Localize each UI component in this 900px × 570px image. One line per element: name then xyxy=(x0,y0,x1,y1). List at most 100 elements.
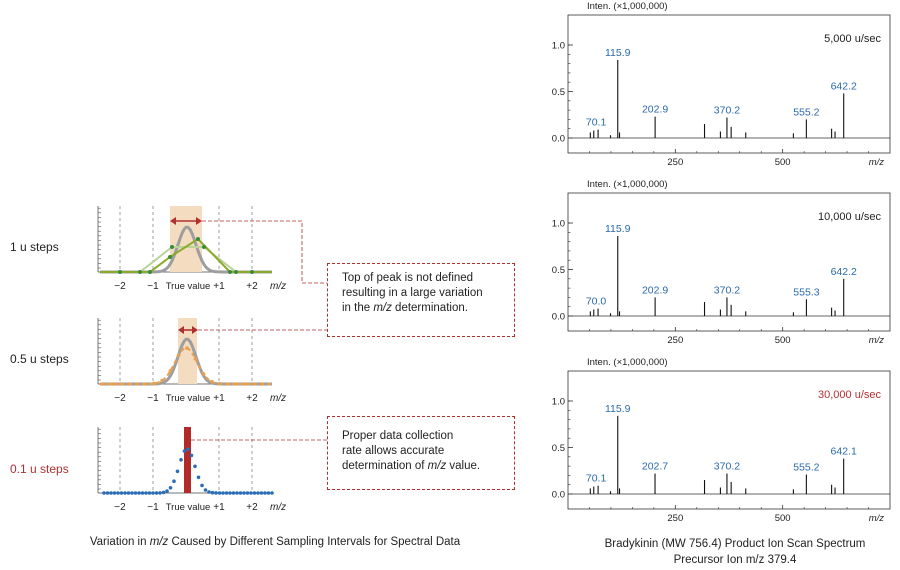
sample-point xyxy=(138,270,142,274)
sample-point xyxy=(185,346,189,350)
sample-point xyxy=(152,381,156,386)
sample-point xyxy=(224,491,229,495)
sample-point xyxy=(235,382,239,386)
y-tick-label: 0.0 xyxy=(552,490,565,501)
note-top-line1: Top of peak is not defined xyxy=(342,272,474,284)
x-tick-label: −2 xyxy=(114,281,126,292)
sample-point xyxy=(102,491,106,495)
sample-point xyxy=(196,237,200,241)
sample-point xyxy=(210,379,214,384)
sample-point xyxy=(151,491,155,495)
y-tick-label: 0.0 xyxy=(552,134,565,145)
sampling-row-2: 0.5 u steps −2 −1 True value +1 +2 m/z xyxy=(10,318,286,404)
x-tick-label: 250 xyxy=(667,513,683,524)
right-caption-line2: Precursor Ion m/z 379.4 xyxy=(673,554,797,566)
x-tick-label: +2 xyxy=(246,281,258,292)
peak-label: 202.9 xyxy=(642,104,668,116)
sample-point xyxy=(116,491,120,495)
sample-point xyxy=(207,490,211,494)
sample-point xyxy=(259,491,264,495)
note-top-line2: resulting in a large variation xyxy=(342,287,483,299)
x-tick-label: 500 xyxy=(775,335,791,346)
sample-point xyxy=(119,491,124,495)
sample-point xyxy=(154,491,159,495)
x-unit-label: m/z xyxy=(270,281,286,292)
sample-point xyxy=(193,357,198,361)
leader-line xyxy=(202,220,327,284)
note-proper-collection: Proper data collection rate allows accur… xyxy=(327,416,515,490)
x-tick-label: +2 xyxy=(246,502,258,513)
sample-point xyxy=(259,382,264,386)
y-axis-title: Inten. (×1,000,000) xyxy=(587,1,668,12)
x-tick-label: True value xyxy=(166,502,211,513)
sample-point xyxy=(186,447,190,452)
spectrum-panel-3: Inten. (×1,000,000) 30,000 u/sec 0.0 0.5 1.0… xyxy=(552,357,891,524)
sample-point xyxy=(143,382,148,386)
right-caption: Bradykinin (MW 756.4) Product Ion Scan S… xyxy=(570,536,900,568)
x-tick-label: −2 xyxy=(114,502,126,513)
x-tick-label: −1 xyxy=(147,502,159,513)
sample-point xyxy=(266,491,271,495)
scan-rate-title: 5,000 u/sec xyxy=(824,33,881,45)
peak-label: 70.1 xyxy=(586,473,607,485)
x-tick-label: True value xyxy=(166,393,211,404)
spectrum-panel-1: Inten. (×1,000,000) 5,000 u/sec 0.0 0.5 1.0 2… xyxy=(552,1,891,168)
x-tick-label: −2 xyxy=(114,393,126,404)
x-axis-title: m/z xyxy=(869,335,885,346)
sample-point xyxy=(165,489,169,493)
x-tick-label: True value xyxy=(166,281,211,292)
peak-label: 642.2 xyxy=(831,80,857,92)
sample-point xyxy=(250,270,254,274)
peak-label: 370.2 xyxy=(714,105,740,117)
peak-label: 370.2 xyxy=(714,284,740,296)
y-tick-label: 1.0 xyxy=(552,41,565,52)
sample-point xyxy=(176,353,181,357)
x-tick-label: 250 xyxy=(667,157,683,168)
sample-point xyxy=(105,491,110,495)
sample-point xyxy=(140,491,145,495)
row-label: 0.5 u steps xyxy=(10,352,69,366)
sample-point xyxy=(263,491,267,495)
sampling-row-1: 1 u steps −2 −1 True value +1 +2 m/z xyxy=(10,206,286,292)
sample-point xyxy=(210,490,215,495)
sample-point xyxy=(168,369,173,373)
peak-label: 202.7 xyxy=(642,461,668,473)
left-caption: Variation in m/z Caused by Different Sam… xyxy=(89,536,461,548)
peak-label: 202.9 xyxy=(642,284,668,296)
sample-point xyxy=(175,469,180,474)
peak-label: 70.1 xyxy=(586,117,607,129)
sample-point xyxy=(168,255,172,259)
sample-point xyxy=(252,491,257,495)
y-tick-label: 0.5 xyxy=(552,443,565,454)
sample-point xyxy=(221,491,225,495)
peak-label: 642.1 xyxy=(831,446,857,458)
x-tick-label: 500 xyxy=(775,157,791,168)
row-label: 0.1 u steps xyxy=(10,462,69,476)
sample-point xyxy=(118,270,122,274)
sample-point xyxy=(147,491,152,495)
sample-point xyxy=(109,491,113,495)
sample-point xyxy=(228,270,232,274)
sample-point xyxy=(126,491,131,495)
sample-point xyxy=(238,491,243,495)
y-axis-title: Inten. (×1,000,000) xyxy=(587,357,668,368)
y-tick-label: 0.0 xyxy=(552,312,565,323)
scan-rate-title: 30,000 u/sec xyxy=(818,389,881,401)
sample-point xyxy=(130,491,134,495)
x-axis-title: m/z xyxy=(869,157,885,168)
row-label: 1 u steps xyxy=(10,240,59,254)
sample-point xyxy=(144,491,148,495)
sample-point xyxy=(228,491,232,495)
sample-point xyxy=(214,491,218,495)
accurate-bar xyxy=(184,427,191,493)
sample-point xyxy=(243,382,247,386)
note-bottom-line1: Proper data collection xyxy=(342,430,454,442)
sample-point xyxy=(231,491,236,495)
peak-label: 555.3 xyxy=(793,286,819,298)
sample-point xyxy=(118,382,123,386)
sample-point xyxy=(189,453,194,458)
peak-label: 555.2 xyxy=(793,106,819,118)
x-tick-label: 500 xyxy=(775,513,791,524)
sample-point xyxy=(148,270,152,274)
sample-point xyxy=(242,491,246,495)
